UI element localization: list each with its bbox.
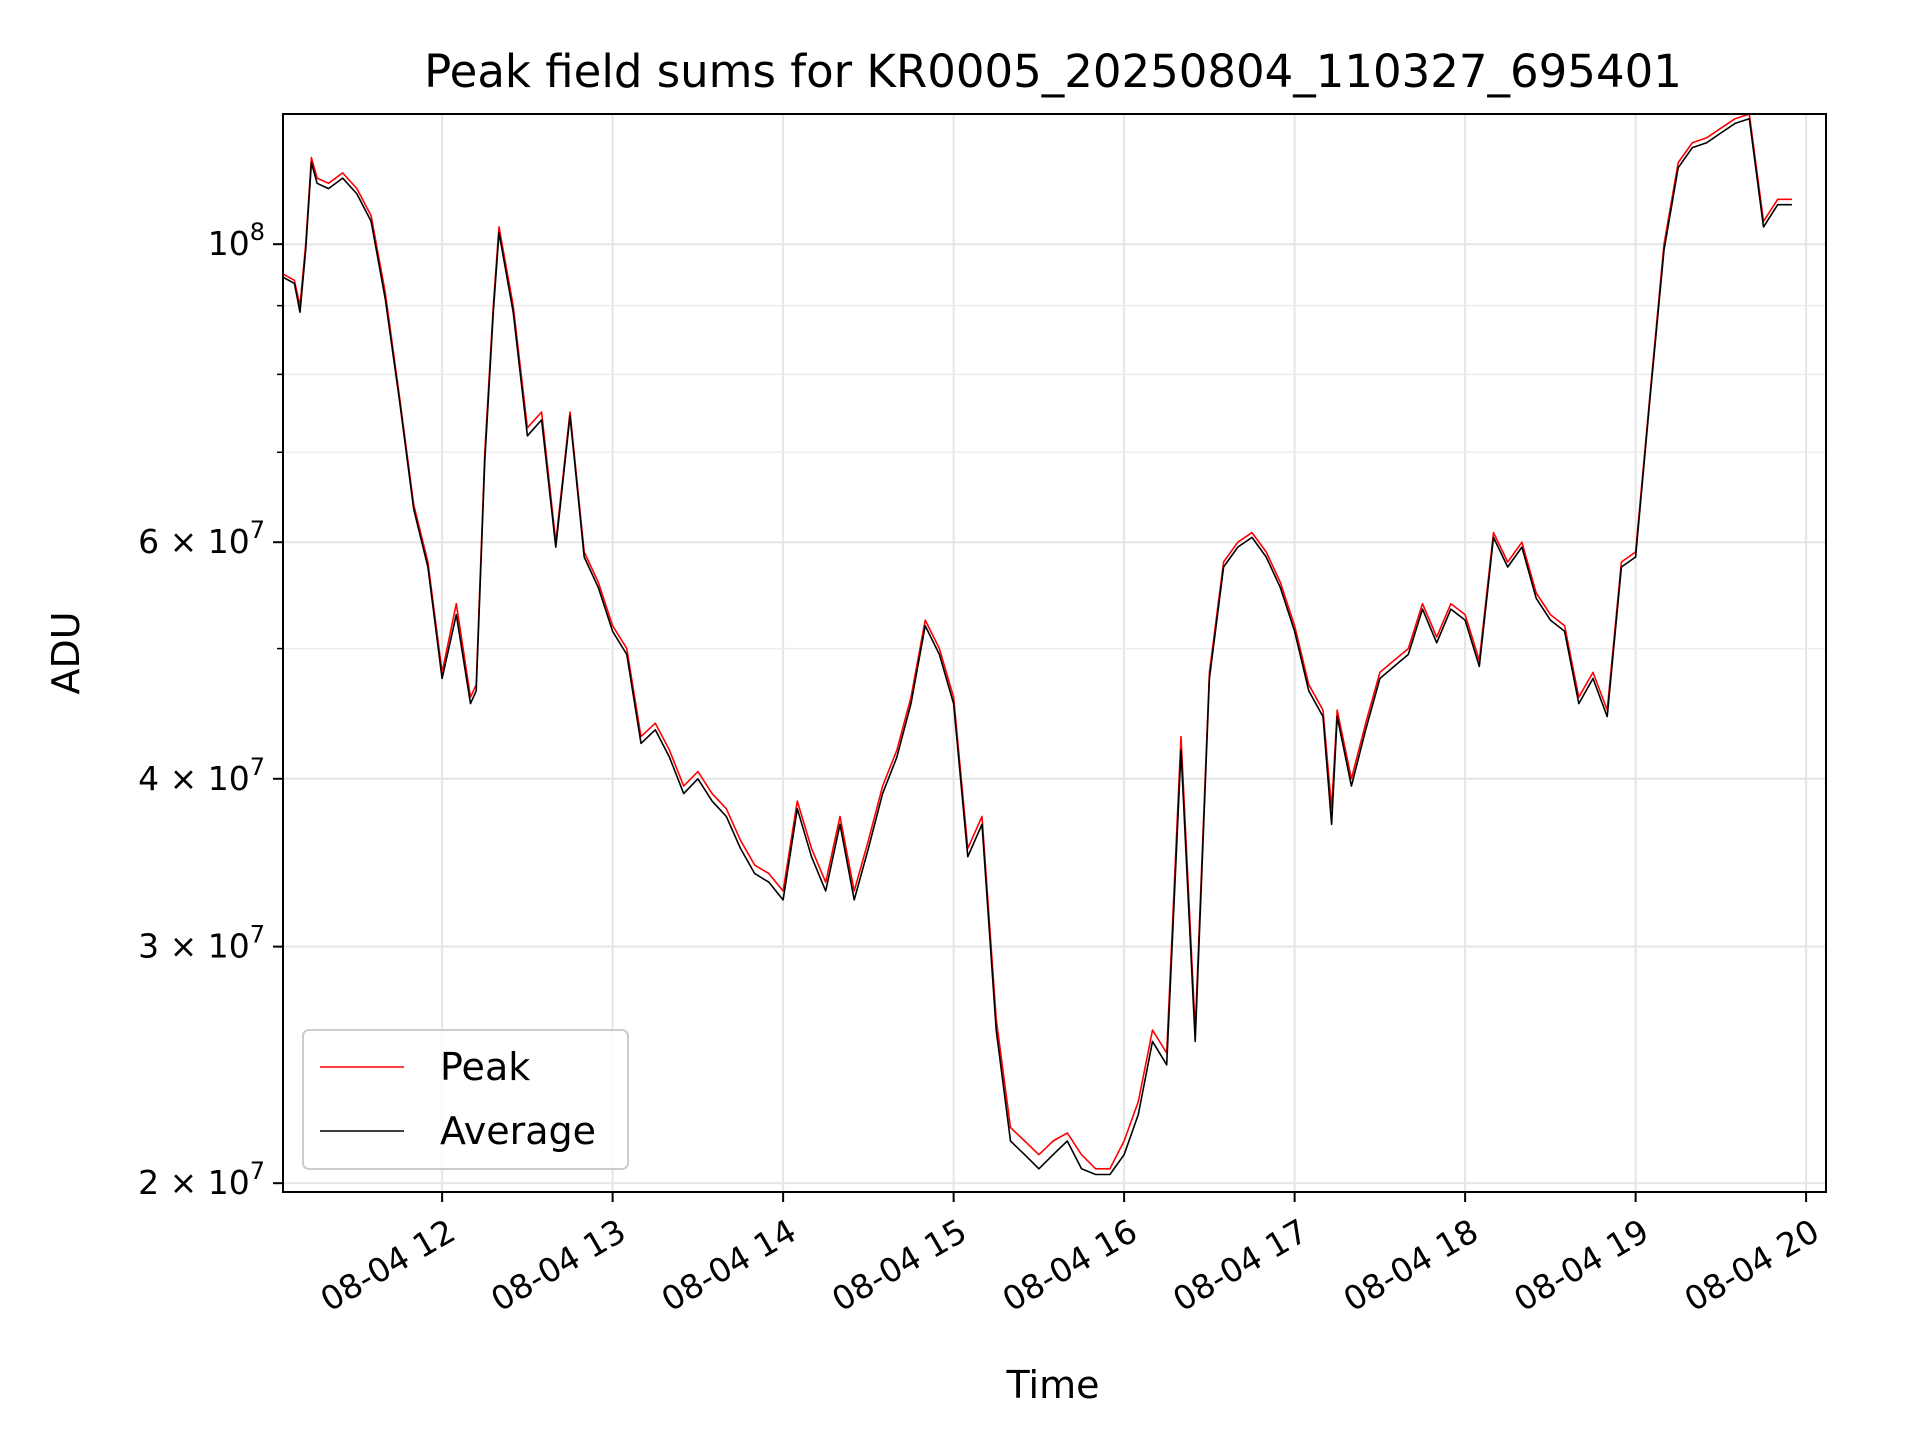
- legend-average-label: Average: [440, 1109, 596, 1153]
- x-tick-label: 08-04 13: [484, 1211, 632, 1319]
- x-tick-label: 08-04 14: [655, 1211, 803, 1319]
- x-tick-label: 08-04 20: [1678, 1211, 1826, 1319]
- y-axis: 2 × 107 3 × 107 4 × 107 6 × 107 108: [138, 218, 283, 1202]
- x-tick-label: 08-04 19: [1507, 1211, 1655, 1319]
- x-tick-label: 08-04 16: [996, 1211, 1144, 1319]
- x-axis-label: Time: [1006, 1363, 1100, 1407]
- legend-box: [302, 1029, 629, 1170]
- legend-peak-label: Peak: [440, 1045, 530, 1089]
- x-tick-label: 08-04 12: [314, 1211, 462, 1319]
- series-line-average: [283, 117, 1792, 1176]
- x-tick-label: 08-04 18: [1337, 1211, 1485, 1319]
- x-axis: 08-04 12 08-04 13 08-04 14 08-04 15 08-04 16…: [314, 1192, 1826, 1319]
- y-tick-label: 4 × 107: [138, 753, 265, 798]
- series-line-peak: [283, 114, 1792, 1170]
- axes-frame: [282, 113, 1827, 1193]
- y-tick-label: 3 × 107: [138, 921, 265, 966]
- x-tick-label: 08-04 15: [825, 1211, 973, 1319]
- y-tick-label: 6 × 107: [138, 516, 265, 561]
- x-tick-label: 08-04 17: [1166, 1211, 1314, 1319]
- chart-title: Peak field sums for KR0005_20250804_1103…: [424, 45, 1682, 98]
- y-axis-label: ADU: [44, 611, 88, 694]
- plot-area: [283, 114, 1792, 1176]
- y-tick-label: 108: [208, 218, 265, 263]
- grid: [283, 114, 1826, 1192]
- y-tick-label: 2 × 107: [138, 1157, 265, 1202]
- legend: Peak Average: [302, 1029, 629, 1170]
- series-lines: [283, 114, 1792, 1176]
